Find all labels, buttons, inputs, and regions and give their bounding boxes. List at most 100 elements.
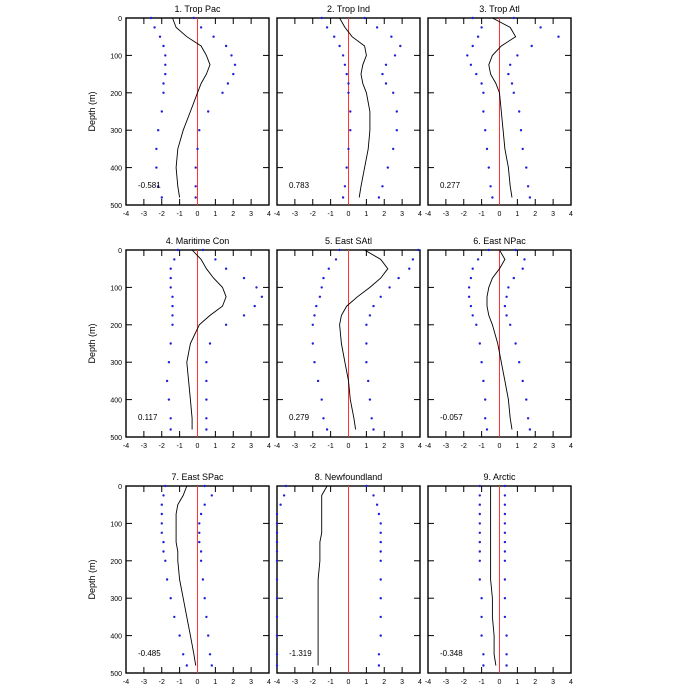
panel-8-upper-point: [377, 512, 381, 516]
panel-1-mean-line: [172, 17, 211, 198]
panel-5-upper-point: [368, 398, 372, 401]
panel-2-upper-point: [375, 26, 379, 29]
panel-5-upper-point: [365, 323, 368, 326]
panel-8-lower-point: [275, 653, 279, 656]
panel-6-upper-point: [518, 361, 521, 364]
panel-9-upper-point: [503, 512, 507, 516]
panel-2-upper-point: [395, 110, 398, 113]
panel-7-xtick-label: -1: [177, 679, 183, 686]
panel-7-mean-line: [175, 485, 197, 666]
panel-5-lower-point: [320, 286, 323, 289]
panel-5-xtick-label: 3: [400, 443, 404, 450]
panel-1-upper-point: [230, 54, 233, 57]
panel-3-xtick-label: 0: [498, 211, 502, 218]
panel-5-xtick-label: 4: [418, 443, 422, 450]
panel-4-upper-point: [253, 304, 256, 308]
panel-2-xtick-label: -4: [274, 211, 280, 218]
panel-1-xtick-label: -1: [177, 211, 183, 218]
panel-8-xtick-label: 1: [364, 679, 368, 686]
panel-3-lower-point: [489, 185, 492, 188]
panel-8-xtick-label: -4: [274, 679, 280, 686]
panel-1-xtick-label: 4: [267, 211, 271, 218]
panel-1-ytick-label: 300: [110, 128, 122, 135]
panel-8-mean-line: [317, 485, 328, 666]
panel-5-lower-point: [311, 323, 314, 326]
panel-3-upper-point: [530, 44, 533, 48]
panel-2-upper-point: [392, 147, 395, 151]
panel-4-ytick-label: 0: [118, 248, 122, 255]
panel-4-lower-point: [171, 295, 174, 298]
panel-8-lower-point: [282, 494, 286, 497]
panel-1-upper-point: [199, 26, 203, 29]
panel-4-ytick-label: 500: [110, 435, 122, 442]
panel-6-mean-line: [486, 249, 513, 430]
panel-4-ytick-label: 200: [110, 323, 122, 330]
panel-1-xtick-label: 2: [231, 211, 235, 218]
panel-3-lower-point: [466, 54, 469, 57]
panel-3-lower-point: [482, 91, 485, 95]
panel-7-xtick-label: -2: [159, 679, 165, 686]
panel-5-lower-point: [318, 295, 322, 298]
panel-1-lower-point: [155, 166, 158, 169]
panel-8-lower-point: [275, 559, 279, 562]
panel-7-lower-point: [162, 550, 165, 553]
panel-4-lower-point: [165, 379, 169, 383]
panel-7-ytick-label: 100: [110, 521, 122, 528]
panel-2-upper-point: [390, 35, 393, 38]
panel-4-value-label: 0.117: [138, 413, 158, 422]
panel-1-ytick-label: 400: [110, 166, 122, 173]
panel-4-upper-point: [260, 295, 264, 298]
panel-5-upper-point: [417, 248, 420, 252]
panel-4-upper-point: [255, 286, 258, 289]
panel-7-lower-point: [164, 559, 167, 562]
panel-3-lower-point: [476, 35, 480, 38]
panel-1-upper-point: [232, 72, 235, 76]
panel-9-lower-point: [478, 578, 481, 581]
panel-2-lower-point: [347, 91, 350, 95]
panel-4-lower-point: [171, 323, 174, 326]
panel-4-upper-point: [242, 314, 246, 317]
panel-8-lower-point: [275, 634, 279, 637]
panel-8-upper-point: [379, 578, 382, 581]
panel-1-lower-point: [162, 82, 165, 85]
panel-3-upper-point: [519, 129, 523, 132]
panel-3-lower-point: [487, 166, 490, 169]
panel-1-upper-point: [226, 82, 230, 85]
panel-6-xtick-label: 2: [533, 443, 537, 450]
panel-2-upper-point: [392, 91, 395, 95]
panel-9-upper-point: [503, 503, 507, 506]
panel-9-lower-point: [478, 531, 481, 534]
panel-9-upper-point: [503, 484, 507, 488]
panel-1-lower-point: [164, 63, 167, 66]
panel-5-upper-point: [367, 379, 370, 383]
panel-1-upper-point: [194, 185, 197, 188]
panel-4-title: 4. Maritime Con: [166, 236, 230, 246]
panel-3-lower-point: [485, 147, 489, 151]
panel-4-lower-point: [167, 361, 171, 364]
panel-6-upper-point: [514, 342, 517, 345]
panel-3-upper-point: [512, 91, 515, 95]
panel-8-lower-point: [275, 531, 279, 534]
panel-9-upper-point: [505, 664, 508, 667]
panel-1-xtick-label: -3: [141, 211, 147, 218]
panel-8-lower-point: [275, 540, 279, 544]
panel-1-lower-point: [162, 44, 165, 48]
panel-1-upper-point: [221, 91, 224, 95]
panel-4-upper-point: [201, 248, 205, 252]
panel-1-lower-point: [157, 185, 160, 188]
panel-8-xtick-label: -2: [310, 679, 316, 686]
panel-9-upper-point: [503, 615, 507, 619]
panel-5-lower-point: [325, 428, 329, 431]
panel-7-lower-point: [165, 578, 169, 581]
panel-1-ylabel: Depth (m): [87, 91, 97, 131]
panel-1-title: 1. Trop Pac: [174, 4, 221, 14]
panel-9-lower-point: [478, 512, 481, 516]
panel-7-lower-point: [185, 664, 188, 667]
panel-9-upper-point: [503, 494, 507, 497]
panel-3-lower-point: [471, 44, 474, 48]
panel-4-upper-point: [224, 267, 228, 270]
panel-4-xtick-label: 3: [249, 443, 253, 450]
panel-7-upper-point: [198, 522, 201, 525]
panel-7-ytick-label: 300: [110, 596, 122, 603]
panel-6-lower-point: [482, 379, 485, 383]
